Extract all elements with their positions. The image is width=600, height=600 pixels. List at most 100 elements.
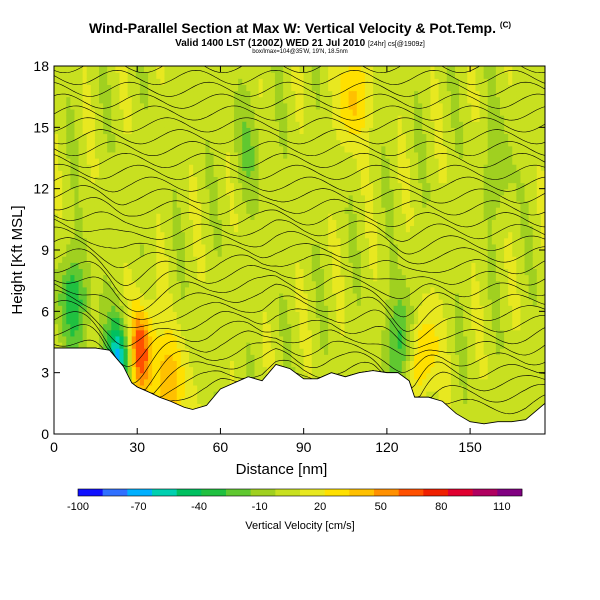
velocity-cell [258, 108, 264, 116]
velocity-cell [115, 194, 121, 202]
velocity-cell [144, 256, 149, 263]
velocity-cell [307, 133, 313, 141]
velocity-cell [176, 286, 182, 294]
velocity-cell [184, 200, 190, 208]
velocity-cell [172, 348, 178, 355]
velocity-cell [258, 158, 264, 165]
velocity-cell [164, 219, 170, 227]
velocity-cell [160, 317, 166, 325]
velocity-cell [180, 329, 186, 337]
velocity-cell [389, 231, 395, 239]
velocity-cell [279, 102, 284, 110]
velocity-cell [258, 121, 264, 128]
velocity-cell [193, 366, 198, 374]
velocity-cell [78, 188, 84, 196]
velocity-cell [197, 397, 202, 404]
velocity-cell [262, 274, 268, 282]
velocity-cell [189, 250, 194, 257]
velocity-cell [160, 372, 166, 380]
velocity-cell [119, 268, 125, 276]
velocity-cell [295, 237, 301, 245]
velocity-cell [189, 207, 194, 214]
velocity-cell [303, 299, 309, 306]
velocity-cell [291, 311, 297, 319]
velocity-cell [348, 72, 354, 79]
chart-title-text: Wind-Parallel Section at Max W: Vertical… [88, 20, 497, 36]
velocity-cell [332, 188, 337, 196]
velocity-cell [287, 96, 292, 104]
velocity-cell [160, 268, 166, 276]
velocity-cell [360, 207, 366, 214]
velocity-cell [324, 225, 329, 233]
velocity-cell [209, 66, 215, 73]
velocity-cell [234, 158, 239, 165]
velocity-cell [78, 268, 84, 276]
velocity-cell [103, 237, 108, 245]
velocity-cell [172, 200, 178, 208]
velocity-cell [107, 96, 112, 104]
velocity-cell [197, 243, 202, 251]
velocity-cell [311, 366, 317, 374]
velocity-cell [389, 182, 395, 190]
velocity-cell [144, 225, 149, 233]
velocity-cell [246, 102, 251, 110]
velocity-cell [119, 286, 125, 294]
velocity-cell [115, 121, 121, 128]
velocity-cell [160, 145, 166, 153]
velocity-cell [135, 225, 141, 233]
velocity-cell [385, 219, 391, 227]
velocity-cell [168, 225, 174, 233]
velocity-cell [352, 286, 358, 294]
velocity-cell [356, 237, 362, 245]
velocity-cell [74, 329, 80, 337]
velocity-cell [254, 84, 260, 92]
velocity-cell [356, 219, 362, 227]
velocity-cell [193, 182, 198, 190]
velocity-cell [82, 108, 88, 116]
velocity-cell [307, 66, 313, 73]
velocity-cell [148, 292, 153, 300]
velocity-cell [123, 164, 129, 171]
velocity-cell [54, 207, 59, 214]
velocity-cell [262, 139, 268, 147]
velocity-cell [266, 219, 272, 227]
velocity-cell [94, 237, 100, 245]
velocity-cell [127, 366, 133, 374]
velocity-cell [225, 280, 231, 288]
velocity-cell [152, 200, 157, 208]
velocity-cell [103, 299, 108, 306]
velocity-cell [176, 170, 182, 177]
velocity-cell [184, 335, 190, 343]
velocity-cell [279, 323, 284, 331]
velocity-cell [193, 164, 198, 171]
velocity-cell [299, 164, 305, 171]
velocity-cell [201, 292, 206, 300]
velocity-cell [299, 72, 305, 79]
velocity-cell [389, 317, 395, 325]
velocity-cell [344, 66, 350, 73]
velocity-cell [369, 262, 374, 269]
velocity-cell [225, 268, 231, 276]
velocity-cell [78, 194, 84, 202]
velocity-cell [225, 243, 231, 251]
velocity-cell [66, 96, 71, 104]
velocity-cell [135, 360, 141, 368]
velocity-cell [242, 84, 247, 92]
velocity-cell [315, 170, 321, 177]
velocity-cell [238, 250, 243, 257]
velocity-cell [205, 96, 211, 104]
velocity-cell [152, 188, 157, 196]
velocity-cell [381, 188, 387, 196]
velocity-cell [201, 200, 206, 208]
velocity-cell [348, 139, 354, 147]
velocity-cell [213, 182, 219, 190]
velocity-cell [348, 108, 354, 116]
velocity-cell [107, 84, 112, 92]
velocity-cell [189, 96, 194, 104]
velocity-cell [295, 145, 301, 153]
velocity-cell [336, 342, 342, 349]
velocity-cell [324, 200, 329, 208]
velocity-cell [197, 207, 202, 214]
velocity-cell [250, 96, 256, 104]
velocity-cell [295, 133, 301, 141]
